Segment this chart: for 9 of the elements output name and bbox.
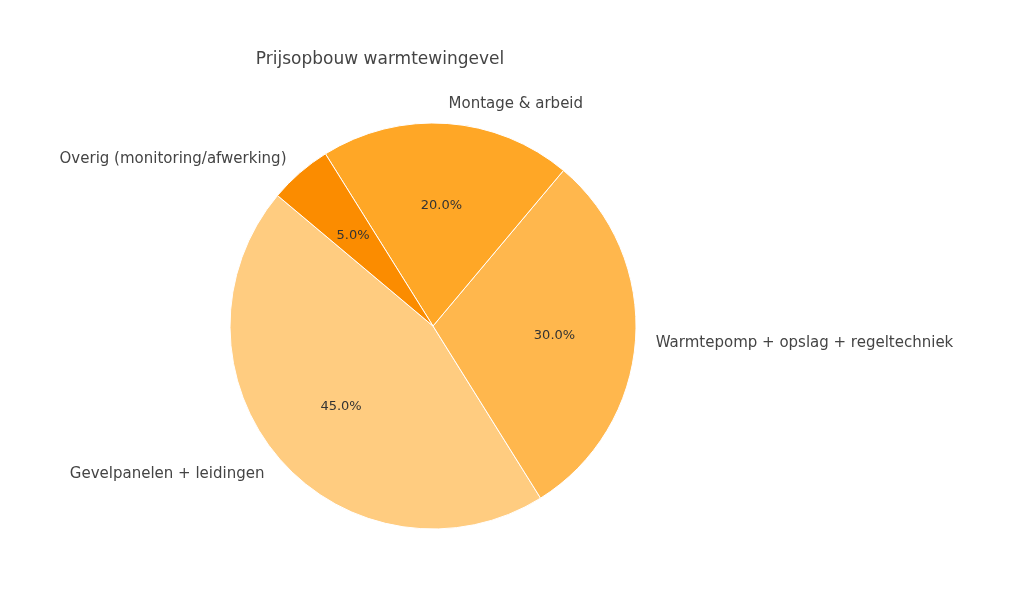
data-label: 20.0% — [420, 197, 463, 213]
slice-label: Montage & arbeid — [448, 94, 584, 113]
slice-label: Warmtepomp + opslag + regeltechniek — [655, 332, 954, 351]
data-label: 45.0% — [320, 398, 362, 414]
chart-title: Prijsopbouw warmtewingevel — [255, 47, 505, 68]
data-label: 30.0% — [533, 327, 576, 343]
data-label: 5.0% — [336, 226, 370, 242]
slice-label: Overig (monitoring/afwerking) — [59, 148, 287, 167]
slice-label: Gevelpanelen + leidingen — [69, 463, 265, 482]
